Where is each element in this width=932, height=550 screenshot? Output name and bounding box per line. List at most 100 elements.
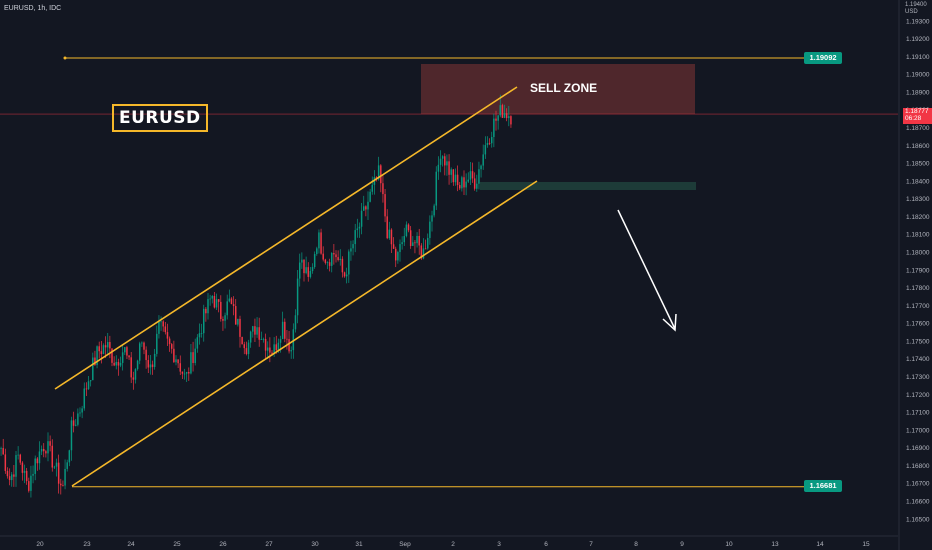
candle-body (213, 295, 216, 308)
candle-body (503, 113, 506, 118)
candle-body (0, 448, 2, 449)
candle-body (467, 179, 470, 182)
time-tick-label: 24 (127, 541, 135, 548)
symbol-badge: EURUSD (112, 104, 208, 132)
candle-body (326, 262, 329, 264)
channel-upper-line[interactable] (54, 86, 518, 390)
candle-body (313, 254, 316, 268)
candle-body (318, 232, 320, 249)
candle-body (429, 221, 431, 238)
candle-body (121, 352, 124, 363)
candle-body (222, 318, 224, 321)
candle-body (92, 357, 94, 381)
current-price-value: 1.18777 (905, 108, 929, 115)
candle-body (335, 254, 337, 258)
candle-body (412, 242, 414, 246)
current-price-tag[interactable]: 1.18777 06:28 (903, 108, 932, 124)
candle-body (234, 306, 237, 325)
candle-body (119, 362, 122, 366)
time-tick-label: 2 (451, 541, 455, 548)
candle-body (185, 372, 188, 374)
candle-body (260, 339, 263, 340)
candle-body (162, 321, 164, 327)
price-tick-label: 1.17900 (906, 267, 930, 274)
time-axis[interactable]: 20 23 24 25 26 27 30 31 Sep 2 3 6 7 8 9 10 13 14 15 (0, 535, 898, 548)
candle-body (486, 142, 489, 146)
price-tick-label: 1.17600 (906, 321, 930, 328)
candle-body (407, 224, 410, 231)
price-axis[interactable]: 1.193001.192001.191001.190001.189001.188… (898, 0, 930, 550)
candle-body (168, 338, 171, 345)
support-price-tag[interactable]: 1.16681 (804, 480, 842, 492)
candle-body (156, 333, 158, 354)
candle-body (409, 230, 412, 246)
candle-body (441, 156, 444, 159)
time-tick-label: 23 (83, 541, 91, 548)
candle-body (350, 248, 352, 252)
candle-body (239, 318, 241, 337)
candle-body (200, 333, 203, 334)
candle-body (228, 298, 231, 302)
candle-body (476, 183, 478, 189)
candle-body (465, 181, 467, 188)
candle-body (505, 113, 508, 119)
channel-lower-line[interactable] (71, 180, 538, 487)
price-tick-label: 1.17800 (906, 285, 930, 292)
price-tick-label: 1.18000 (906, 250, 930, 257)
candle-body (136, 360, 139, 370)
candle-body (305, 267, 307, 274)
candle-body (294, 315, 297, 330)
candle-body (183, 373, 186, 375)
candle-body (79, 412, 81, 414)
candle-body (72, 420, 75, 426)
down-arrow[interactable] (617, 209, 677, 332)
candle-body (237, 318, 239, 325)
candle-body (254, 326, 256, 335)
bar-countdown: 06:28 (905, 115, 922, 122)
time-tick-label: 13 (771, 541, 779, 548)
candle-body (170, 344, 173, 349)
candle-body (426, 237, 429, 249)
candle-body (262, 338, 265, 340)
candle-body (15, 455, 17, 477)
candle-body (322, 253, 324, 260)
price-tick-label: 1.18300 (906, 196, 930, 203)
candle-body (448, 161, 450, 175)
candle-body (19, 454, 22, 463)
candle-body (145, 349, 147, 361)
time-tick-label: 20 (36, 541, 44, 548)
price-tick-label: 1.19000 (906, 72, 930, 79)
candle-body (390, 229, 393, 245)
candle-body (132, 377, 135, 380)
time-tick-label: 9 (680, 541, 684, 548)
candle-body (269, 347, 271, 353)
candle-body (198, 333, 201, 338)
candle-body (316, 248, 318, 255)
candle-body (117, 361, 120, 366)
candle-body (422, 248, 425, 259)
candle-body (281, 321, 284, 340)
candle-body (94, 357, 96, 365)
candle-body (271, 352, 273, 354)
symbol-info: EURUSD, 1h, IDC (4, 5, 62, 12)
sell-zone-label: SELL ZONE (530, 81, 598, 95)
candle-body (369, 191, 371, 202)
candle-body (128, 355, 130, 358)
candle-body (215, 299, 218, 308)
candle-body (51, 445, 54, 468)
price-tick-label: 1.17700 (906, 303, 930, 310)
candle-body (66, 462, 68, 469)
price-tick-label: 1.18400 (906, 178, 930, 185)
level-anchor-dot (63, 56, 67, 60)
sell-zone-box (421, 64, 695, 114)
candle-body (166, 332, 169, 339)
candle-body (384, 194, 386, 217)
resistance-price-tag[interactable]: 1.19092 (804, 52, 842, 64)
candle-body (49, 441, 51, 446)
candle-body (70, 420, 73, 451)
candle-body (444, 156, 446, 166)
price-tick-label: 1.18100 (906, 232, 930, 239)
price-tick-label: 1.16900 (906, 445, 930, 452)
candle-body (431, 215, 433, 222)
